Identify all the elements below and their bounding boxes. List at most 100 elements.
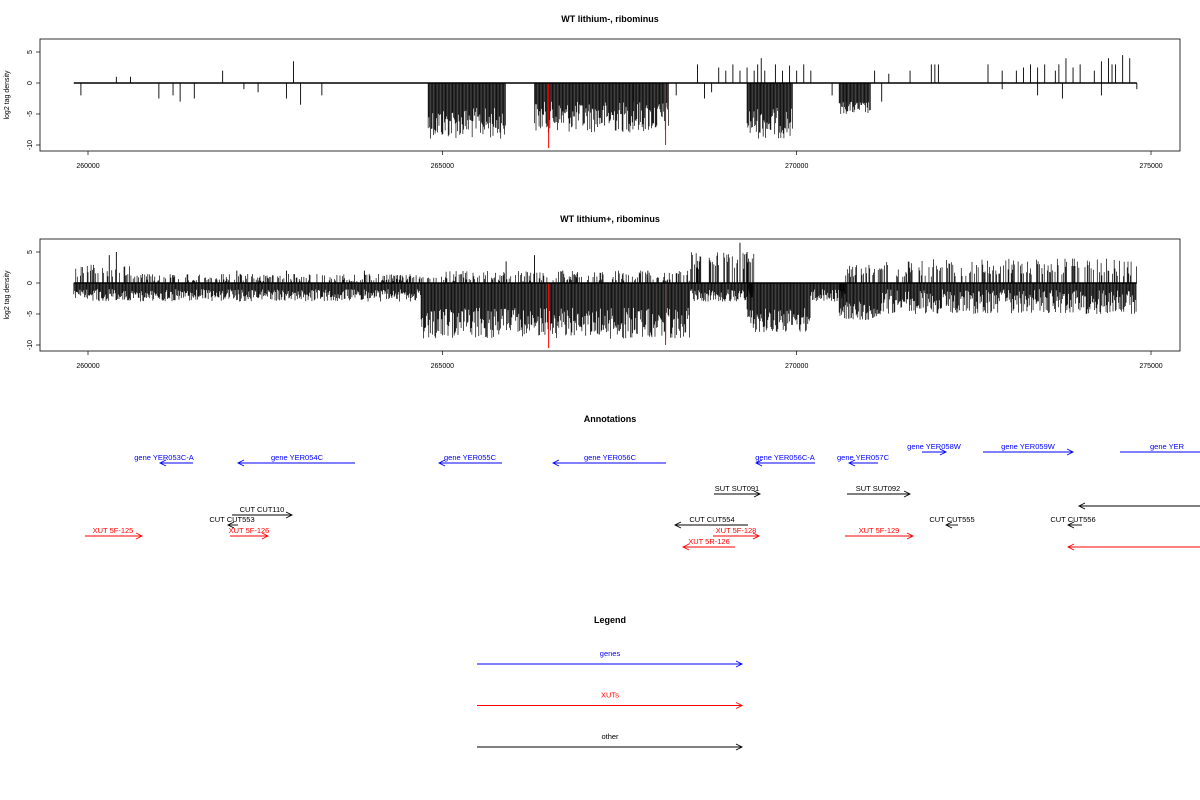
legend-label: genes	[600, 649, 621, 658]
annotation-label: gene YER056C	[584, 453, 637, 462]
density-bars	[73, 55, 1138, 149]
annotation-label: XUT 5F-128	[716, 526, 757, 535]
annotation-label: gene YER059W	[1001, 442, 1056, 451]
annotation-arrow-head	[135, 532, 144, 540]
annotation-feature: gene YER	[1120, 442, 1200, 453]
annotation-arrow-head	[903, 490, 912, 498]
annotation-arrow-head	[939, 448, 948, 456]
legend: Legend genes XUTs other	[477, 615, 744, 751]
annotation-label: gene YER057C	[837, 453, 890, 462]
track-panel-lithium-minus: WT lithium-, ribominus log2 tag density …	[4, 14, 1181, 170]
x-tick-label: 260000	[76, 163, 99, 170]
legend-label: XUTs	[601, 691, 619, 700]
legend-entry: genes	[477, 649, 744, 668]
annotation-feature: XUT 5R-126	[681, 537, 735, 551]
axis-ticks: 260000 265000 270000 275000 -10 -5 0 5	[27, 250, 1163, 370]
annotation-feature: SUT SUT091	[714, 484, 762, 498]
annotation-label: CUT CUT553	[209, 515, 254, 524]
annotation-label: gene YER058W	[907, 442, 962, 451]
y-axis-label: log2 tag density	[4, 270, 11, 320]
annotation-arrow-head	[681, 543, 690, 551]
annotation-label: CUT CUT555	[929, 515, 974, 524]
y-tick-label: 5	[27, 250, 34, 254]
annotation-feature: gene YER053C-A	[134, 453, 194, 467]
annotation-label: CUT CUT554	[689, 515, 734, 524]
annotation-feature: gene YER054C	[236, 453, 355, 467]
legend-arrow-head	[735, 702, 744, 709]
y-tick-label: -5	[27, 111, 34, 117]
annotation-feature: CUT CUT556	[1050, 515, 1096, 529]
y-axis-label: log2 tag density	[4, 70, 11, 120]
y-tick-label: 0	[27, 281, 34, 285]
annotation-feature: SUT SUT092	[847, 484, 912, 498]
x-tick-label: 270000	[785, 363, 808, 370]
axis-ticks: 260000 265000 270000 275000 -10 -5 0 5	[27, 50, 1163, 170]
annotation-feature: XUT 5F-126	[229, 526, 270, 540]
annotation-arrow-head	[1077, 502, 1086, 510]
annotation-label: gene YER056C-A	[755, 453, 814, 462]
annotation-feature: CUT CUT554	[673, 515, 748, 529]
annotation-arrow-head	[437, 459, 446, 467]
panel-title: WT lithium-, ribominus	[561, 14, 659, 24]
annotation-arrow-head	[226, 521, 235, 529]
annotation-arrow-head	[906, 532, 915, 540]
annotation-arrow-head	[752, 532, 761, 540]
annotation-feature: gene YER059W	[983, 442, 1075, 456]
annotation-arrow-head	[285, 511, 294, 519]
x-tick-label: 270000	[785, 163, 808, 170]
x-tick-label: 265000	[431, 363, 454, 370]
annotation-feature: gene YER057C	[837, 453, 890, 467]
annotation-arrow-head	[847, 459, 856, 467]
legend-arrow-head	[735, 660, 744, 668]
y-tick-label: -10	[27, 140, 34, 150]
annotation-label: XUT 5F-129	[859, 526, 900, 535]
annotation-arrow-head	[236, 459, 245, 467]
x-tick-label: 275000	[1139, 163, 1162, 170]
annotation-feature: XUT 5F-129	[845, 526, 915, 540]
legend-label: other	[601, 732, 619, 741]
annotation-label: gene YER054C	[271, 453, 324, 462]
annotation-arrow-head	[754, 459, 763, 467]
density-bars	[73, 242, 1137, 349]
annotation-feature: gene YER056C-A	[754, 453, 815, 467]
annotation-label: gene YER053C-A	[134, 453, 193, 462]
x-tick-label: 265000	[431, 163, 454, 170]
annotation-feature	[1066, 543, 1200, 551]
panel-title: WT lithium+, ribominus	[560, 214, 660, 224]
annotation-arrow-head	[673, 521, 682, 529]
legend-entry: XUTs	[477, 691, 744, 709]
annotation-arrow-head	[158, 459, 167, 467]
annotation-feature: gene YER056C	[551, 453, 666, 467]
y-tick-label: -5	[27, 311, 34, 317]
annotation-feature: CUT CUT553	[209, 515, 255, 529]
annotation-label: gene YER055C	[444, 453, 497, 462]
annotation-feature: CUT CUT555	[929, 515, 975, 529]
legend-entry: other	[477, 732, 744, 751]
annotation-arrow-head	[1066, 543, 1075, 551]
legend-title: Legend	[594, 615, 626, 625]
annotation-label: CUT CUT556	[1050, 515, 1095, 524]
annotation-feature: XUT 5F-128	[713, 526, 761, 540]
x-tick-label: 275000	[1139, 363, 1162, 370]
annotation-label: CUT CUT110	[240, 505, 285, 514]
annotation-arrow-head	[944, 521, 953, 529]
annotation-label: XUT 5F-125	[93, 526, 134, 535]
annotation-feature: gene YER058W	[907, 442, 962, 456]
y-tick-label: 0	[27, 81, 34, 85]
annotation-feature: XUT 5F-125	[85, 526, 144, 540]
annotation-feature: gene YER055C	[437, 453, 502, 467]
plot-frame	[39, 238, 1181, 352]
annotation-label: XUT 5R-126	[688, 537, 730, 546]
annotations-track: Annotations gene YER053C-A gene YER054C ge…	[85, 414, 1200, 551]
annotations-title: Annotations	[584, 414, 637, 424]
annotation-label: SUT SUT092	[856, 484, 900, 493]
legend-arrow-head	[735, 743, 744, 751]
plot-frame	[39, 38, 1181, 152]
annotation-feature	[1077, 502, 1200, 510]
y-tick-label: 5	[27, 50, 34, 54]
annotation-label: gene YER	[1150, 442, 1185, 451]
annotation-arrow-head	[1066, 521, 1075, 529]
annotation-feature: CUT CUT110	[232, 505, 294, 519]
annotation-arrow-head	[261, 532, 270, 540]
